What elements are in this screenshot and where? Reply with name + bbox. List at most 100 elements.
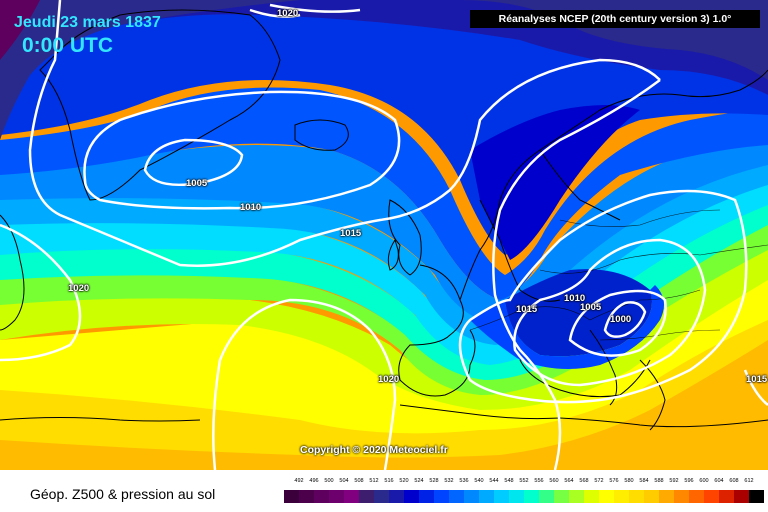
- legend-label: 584: [639, 478, 649, 484]
- legend-label: 604: [714, 478, 724, 484]
- isobar-1010: [83, 90, 401, 210]
- legend-swatch: [554, 490, 569, 503]
- legend-swatch: [464, 490, 479, 503]
- source-label: Réanalyses NCEP (20th century version 3)…: [470, 10, 760, 28]
- isobar-label: 1020: [68, 283, 90, 294]
- legend-swatch: [404, 490, 419, 503]
- legend-swatch: [719, 490, 734, 503]
- legend-label: 592: [669, 478, 679, 484]
- legend-label: 524: [414, 478, 424, 484]
- legend-swatch: [314, 490, 329, 503]
- z500-band: [0, 160, 768, 345]
- legend-swatch: [434, 490, 449, 503]
- isobar-1015-ring: [458, 189, 748, 404]
- copyright-label: Copyright © 2020 Meteociel.fr: [300, 444, 448, 456]
- isobar-label: 1015: [516, 304, 538, 315]
- legend-swatch: [284, 490, 299, 503]
- legend-swatch: [344, 490, 359, 503]
- legend-label: 568: [579, 478, 589, 484]
- z500-low-core: [0, 0, 300, 140]
- legend-swatch: [359, 490, 374, 503]
- legend-label: 600: [699, 478, 709, 484]
- z500-band: [470, 105, 640, 260]
- legend-swatch: [329, 490, 344, 503]
- legend-swatch: [479, 490, 494, 503]
- z500-band: [0, 300, 768, 458]
- geopotential-map: [0, 0, 768, 470]
- isobar-1000: [603, 301, 647, 338]
- isobar-1020-top: [249, 8, 301, 18]
- legend-label: 548: [504, 478, 514, 484]
- legend-swatch: [614, 490, 629, 503]
- legend-swatch: [389, 490, 404, 503]
- isobar-label: 1015: [340, 228, 362, 239]
- legend-label: 588: [654, 478, 664, 484]
- legend-swatch: [539, 490, 554, 503]
- isobar-1020: [269, 3, 361, 13]
- legend-label: 580: [624, 478, 634, 484]
- legend-label: 500: [324, 478, 334, 484]
- isobar-1010-ring: [513, 238, 707, 387]
- legend-swatch: [509, 490, 524, 503]
- isobar-1005: [143, 138, 244, 187]
- borders: [469, 209, 768, 341]
- legend-label: 536: [459, 478, 469, 484]
- legend-label: 560: [549, 478, 559, 484]
- legend-swatch: [374, 490, 389, 503]
- legend-swatch: [734, 490, 749, 503]
- legend-swatch: [629, 490, 644, 503]
- isobar-1020-south: [212, 298, 397, 470]
- legend-label: 608: [729, 478, 739, 484]
- legend-swatch: [299, 490, 314, 503]
- isobar-label: 1010: [240, 202, 262, 213]
- legend-label: 556: [534, 478, 544, 484]
- z500-band: [0, 140, 768, 325]
- isobar-label: 1015: [746, 374, 768, 385]
- legend-label: 564: [564, 478, 574, 484]
- coastlines: [0, 9, 768, 431]
- legend-label: 512: [369, 478, 379, 484]
- legend-label: 544: [489, 478, 499, 484]
- isobar-1015-far-east: [743, 369, 768, 406]
- legend-swatch: [569, 490, 584, 503]
- isobar-label: 1000: [610, 314, 632, 325]
- isobar-1015: [28, 0, 661, 267]
- legend-label: 612: [744, 478, 754, 484]
- legend-swatch: [689, 490, 704, 503]
- time-label: 0:00 UTC: [22, 34, 114, 57]
- isobars: [0, 0, 768, 470]
- legend-label: 516: [384, 478, 394, 484]
- isobar-1015-east: [492, 78, 661, 470]
- legend-swatch: [449, 490, 464, 503]
- isobar-label: 1020: [277, 8, 299, 19]
- legend-label: 520: [399, 478, 409, 484]
- isobar-label: 1005: [186, 178, 208, 189]
- legend-swatch: [419, 490, 434, 503]
- map-area: 1020 1005 1010 1015 1020 1020 1015 1010 …: [0, 0, 768, 470]
- legend-swatch: [749, 490, 764, 503]
- date-label: Jeudi 23 mars 1837: [14, 14, 161, 31]
- legend-swatch: [659, 490, 674, 503]
- legend-label: 540: [474, 478, 484, 484]
- isobar-label: 1010: [564, 293, 586, 304]
- legend-label: 504: [339, 478, 349, 484]
- legend-label: 576: [609, 478, 619, 484]
- legend-swatch: [584, 490, 599, 503]
- legend-swatch: [524, 490, 539, 503]
- z500-low-core: [0, 0, 40, 60]
- legend-label: 572: [594, 478, 604, 484]
- legend-label: 528: [429, 478, 439, 484]
- legend-label: 596: [684, 478, 694, 484]
- legend-label: 508: [354, 478, 364, 484]
- isobar-label: 1020: [378, 374, 400, 385]
- legend-swatch: [644, 490, 659, 503]
- legend-swatch: [494, 490, 509, 503]
- legend-label: 492: [294, 478, 304, 484]
- legend-swatch: [704, 490, 719, 503]
- legend-label: 496: [309, 478, 319, 484]
- isobar-1020-west: [0, 223, 82, 362]
- legend-label: 532: [444, 478, 454, 484]
- color-scale-legend: 492 496 500 504 508 512 516 520 524 528 532 536 540 5…: [284, 476, 764, 506]
- isobar-label: 1005: [580, 302, 602, 313]
- isobar-1005-ring: [568, 289, 667, 357]
